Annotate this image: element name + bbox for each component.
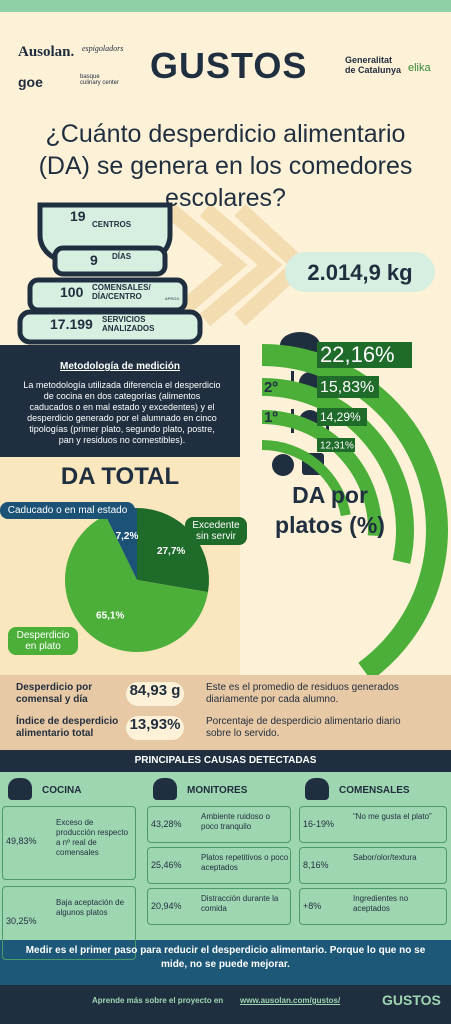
- radial-value-label: 14,29%: [320, 410, 361, 424]
- total-value: 2.014,9 kg: [307, 260, 413, 285]
- metric-value: 84,93 g: [126, 682, 184, 706]
- partner-logo: elika: [408, 62, 431, 74]
- partner-logo: goe: [18, 74, 43, 90]
- link[interactable]: www.ausolan.com/gustos/: [240, 996, 341, 1005]
- partner-logo: Generalitat de Catalunya: [345, 55, 402, 75]
- pie-slice: [137, 508, 210, 593]
- cause-value: 16-19%: [303, 819, 335, 829]
- cta: Aprende más sobre el proyecto en: [92, 996, 224, 1005]
- pie-title: DA TOTAL: [60, 463, 180, 490]
- causes-header: [0, 750, 451, 772]
- total-pill: [285, 252, 435, 292]
- causes-panel: [0, 772, 451, 940]
- partner-logo: basque culinary center: [80, 74, 120, 86]
- cause-text: Distracción durante la comida: [201, 894, 279, 913]
- cause-text: “No me gusta el plato”: [353, 812, 432, 821]
- stat-label: DÍAS: [112, 252, 132, 261]
- causes-title: PRINCIPALES CAUSAS DETECTADAS: [134, 755, 317, 766]
- radial-value-label: 22,16%: [320, 342, 395, 367]
- radial-title: DA por platos (%): [275, 482, 385, 538]
- radial-value-label: 12,31%: [320, 441, 354, 452]
- cause-value: 25,46%: [151, 860, 182, 870]
- cause-value: 43,28%: [151, 819, 182, 829]
- radial-label-bg: [317, 438, 355, 452]
- cause-icon: [305, 778, 329, 800]
- metrics-band: [0, 675, 451, 750]
- cause-value: 49,83%: [6, 836, 37, 846]
- radial-value-label: 15,83%: [320, 379, 374, 396]
- metric-text: Porcentaje de desperdicio alimentario di…: [206, 716, 401, 739]
- cause-box: [147, 888, 291, 925]
- pie-slice: [65, 515, 208, 652]
- cause-text: Sabor/olor/textura: [353, 853, 417, 862]
- top-strip: [0, 0, 451, 12]
- metric-label: Desperdicio por comensal y día: [16, 682, 93, 705]
- partner-logo: Ausolan.: [18, 44, 75, 60]
- stat-label: CENTROS: [92, 220, 132, 229]
- slice-label: 27,7%: [157, 546, 185, 557]
- cause-text: Ingredientes no aceptados: [353, 894, 409, 913]
- radial-bar: [261, 410, 382, 537]
- cause-text: Platos repetitivos o poco aceptados: [201, 853, 289, 872]
- radial-label-bg: [317, 408, 367, 426]
- cause-text: Ambiente ruidoso o poco tranquilo: [201, 812, 270, 831]
- radial-bar: [261, 440, 351, 517]
- cause-box: [2, 806, 136, 880]
- legend-label: Excedente sin servir: [185, 517, 247, 545]
- radial-bar: [261, 378, 414, 564]
- cause-text: Baja aceptación de algunos platos: [56, 898, 125, 917]
- slice-label: 65,1%: [96, 610, 124, 621]
- partner-logo: espigoladors: [82, 44, 124, 53]
- brand-logo: GUSTOS: [150, 45, 308, 86]
- stat-value: 9: [90, 252, 98, 268]
- stat-value: 19: [70, 208, 86, 224]
- legend-label: Desperdicio en plato: [8, 627, 78, 655]
- radial-category: 2º: [264, 379, 278, 396]
- cause-icon: [153, 778, 177, 800]
- cause-header: COCINA: [42, 785, 82, 796]
- chevrons: [164, 203, 312, 327]
- cause-box: [299, 847, 447, 884]
- footer-brand: GUSTOS: [382, 992, 441, 1008]
- radial-label-bg: [317, 342, 412, 368]
- cause-box: [147, 847, 291, 884]
- cause-header: COMENSALES: [339, 785, 410, 796]
- stat-label: COMENSALES/ DÍA/CENTRO: [92, 283, 151, 301]
- stat-note: APROX.: [165, 296, 181, 301]
- main-title: ¿Cuánto desperdicio alimentario (DA) se …: [38, 120, 413, 212]
- message: Medir es el primer paso para reducir el …: [25, 945, 426, 970]
- cause-value: 20,94%: [151, 901, 182, 911]
- metric-label: Índice de desperdicio alimentario total: [16, 716, 119, 739]
- method-title: Metodología de medición: [59, 361, 180, 372]
- metric-text: Este es el promedio de residuos generado…: [206, 682, 399, 705]
- method-panel: [0, 345, 240, 457]
- bottom-band: [0, 985, 451, 1024]
- cause-box: [2, 886, 136, 960]
- message-band: [0, 940, 451, 985]
- metric-value: 13,93%: [126, 716, 184, 740]
- cause-text: Exceso de producción respecto a nº real …: [56, 818, 129, 857]
- radial-category: 1º: [264, 409, 278, 426]
- legend-label: Caducado o en mal estado: [0, 502, 135, 519]
- slice-label: 7,2%: [116, 531, 139, 542]
- stat-value: 17.199: [50, 316, 93, 332]
- cause-value: 8,16%: [303, 860, 329, 870]
- pie-slice: [105, 508, 137, 580]
- cause-icon: [8, 778, 32, 800]
- cause-value: 30,25%: [6, 916, 37, 926]
- cause-box: [299, 806, 447, 843]
- cause-value: +8%: [303, 901, 322, 911]
- cause-box: [147, 806, 291, 843]
- cause-header: MONITORES: [187, 785, 248, 796]
- radial-label-bg: [317, 376, 379, 398]
- plate: [17, 309, 203, 345]
- method-text: La metodología utilizada diferencia el d…: [23, 380, 221, 445]
- stat-label: SERVICIOS ANALIZADOS: [102, 315, 155, 333]
- stat-value: 100: [60, 284, 84, 300]
- cause-box: [299, 888, 447, 925]
- plate: [52, 245, 168, 277]
